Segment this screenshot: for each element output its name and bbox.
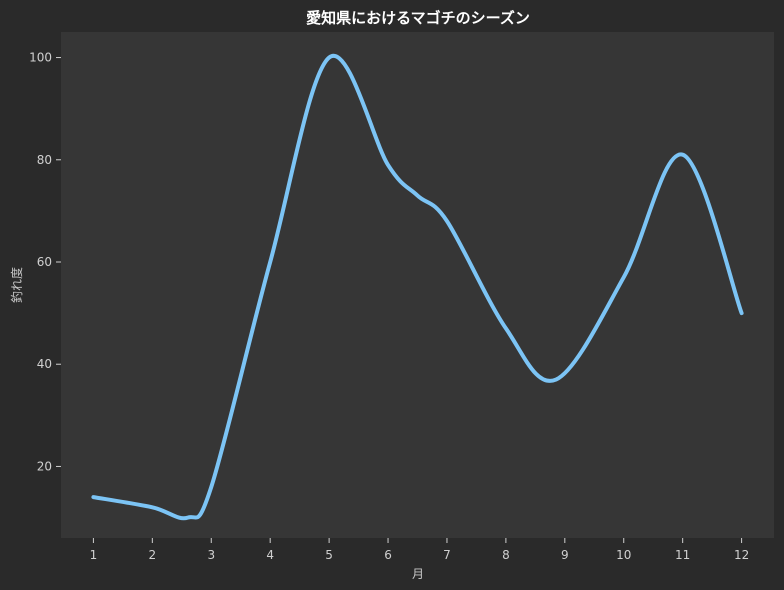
x-axis-label: 月 bbox=[412, 567, 424, 581]
y-tick-label: 60 bbox=[37, 255, 52, 269]
x-tick-label: 5 bbox=[325, 548, 333, 562]
x-tick-label: 3 bbox=[207, 548, 215, 562]
y-tick-label: 80 bbox=[37, 153, 52, 167]
y-tick-label: 20 bbox=[37, 459, 52, 473]
x-tick-label: 11 bbox=[675, 548, 690, 562]
x-tick-label: 6 bbox=[384, 548, 392, 562]
y-axis: 20 40 60 80 100 bbox=[29, 51, 61, 473]
x-tick-label: 7 bbox=[443, 548, 451, 562]
x-axis: 1 2 3 4 5 6 7 8 9 10 11 12 bbox=[90, 538, 749, 562]
x-tick-label: 9 bbox=[561, 548, 569, 562]
x-tick-label: 10 bbox=[616, 548, 631, 562]
x-tick-label: 4 bbox=[266, 548, 274, 562]
y-tick-label: 40 bbox=[37, 357, 52, 371]
plot-area bbox=[61, 32, 774, 538]
x-tick-label: 1 bbox=[90, 548, 98, 562]
chart-title: 愛知県におけるマゴチのシーズン bbox=[306, 9, 530, 27]
y-tick-label: 100 bbox=[29, 51, 52, 65]
x-tick-label: 8 bbox=[502, 548, 510, 562]
x-tick-label: 12 bbox=[734, 548, 749, 562]
x-tick-label: 2 bbox=[149, 548, 157, 562]
y-axis-label: 釣れ度 bbox=[9, 267, 24, 303]
series-line bbox=[91, 53, 744, 521]
